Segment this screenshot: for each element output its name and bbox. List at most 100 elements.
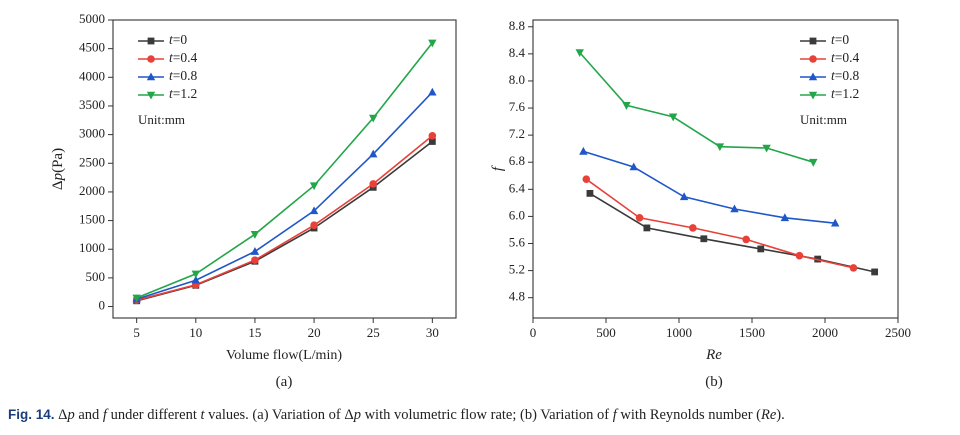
data-point-series-1 (689, 224, 697, 232)
y-tick-label: 6.0 (509, 207, 525, 222)
legend-label: t=1.2 (831, 86, 859, 101)
data-point-series-3 (132, 294, 141, 303)
data-point-series-2 (250, 247, 260, 255)
legend-marker (809, 37, 817, 45)
y-tick-label: 3500 (79, 97, 105, 112)
series-line-3 (136, 42, 433, 299)
x-tick-label: 2500 (885, 325, 911, 340)
x-tick-label: 2000 (812, 325, 838, 340)
legend-label: t=0.4 (831, 50, 860, 65)
data-point-series-2 (191, 275, 200, 284)
data-point-series-0 (757, 245, 765, 253)
y-tick-label: 7.6 (509, 99, 526, 114)
series-line-2 (136, 91, 433, 300)
y-tick-label: 1000 (79, 240, 105, 255)
data-point-series-2 (309, 206, 319, 215)
x-tick-label: 10 (189, 325, 202, 340)
data-point-series-2 (629, 162, 638, 171)
y-tick-label: 2000 (79, 183, 105, 198)
panel-label: (b) (705, 374, 723, 390)
data-point-series-3 (809, 158, 818, 167)
y-tick-label: 4.8 (509, 289, 525, 304)
x-tick-label: 0 (530, 325, 537, 340)
caption-text: Δp and f under different t values. (a) V… (58, 407, 785, 423)
y-tick-label: 2500 (79, 154, 105, 169)
data-point-series-2 (428, 87, 437, 96)
y-tick-label: 0 (99, 298, 106, 313)
data-point-series-0 (586, 189, 594, 197)
data-point-series-3 (668, 113, 678, 122)
x-tick-label: 15 (248, 325, 261, 340)
data-point-series-3 (622, 102, 631, 110)
y-tick-label: 6.4 (509, 180, 526, 195)
data-point-series-1 (795, 251, 804, 260)
legend-label: t=1.2 (169, 86, 197, 101)
legend-label: t=0 (169, 32, 187, 47)
data-point-series-3 (191, 270, 200, 279)
data-point-series-1 (310, 221, 318, 229)
data-point-series-0 (428, 138, 436, 145)
legend-marker (146, 72, 156, 81)
x-tick-label: 30 (426, 325, 439, 340)
data-point-series-1 (369, 180, 378, 188)
legend-label: t=0.8 (169, 68, 198, 83)
panel-label: (a) (276, 374, 293, 390)
y-tick-label: 5000 (79, 11, 105, 26)
x-tick-label: 500 (596, 325, 616, 340)
data-point-series-3 (369, 114, 378, 123)
series-line-1 (585, 178, 854, 269)
y-tick-label: 3000 (79, 126, 105, 141)
data-point-series-1 (742, 235, 750, 244)
data-point-series-0 (871, 268, 879, 276)
x-axis-label: Volume flow(L/min) (226, 348, 342, 363)
data-point-series-2 (730, 204, 739, 213)
data-point-series-3 (762, 144, 771, 153)
legend-label: t=0.4 (169, 50, 198, 65)
legend-marker (146, 91, 156, 100)
data-point-series-2 (780, 213, 790, 222)
y-tick-label: 6.8 (509, 153, 525, 168)
y-tick-label: 7.2 (509, 126, 525, 141)
figure: 5 10 15 20 25 30 0 500 1000 1500 2000 2500 3000 3500 4… (50, 11, 911, 390)
y-tick-label: 4500 (79, 40, 105, 55)
y-tick-label: 8.0 (509, 72, 525, 87)
legend-label: t=0 (831, 32, 849, 47)
y-tick-label: 8.4 (509, 45, 526, 60)
y-tick-label: 4000 (79, 68, 105, 83)
data-point-series-1 (428, 131, 437, 140)
series-line-3 (579, 51, 814, 163)
series-line-1 (136, 135, 433, 301)
x-tick-label: 20 (308, 325, 321, 340)
data-point-series-1 (635, 213, 644, 222)
chart-panel-b: 0 500 1000 1500 2000 2500 4.8 5.2 5.6 6.0 6.4 6.8 7.… (490, 18, 911, 390)
data-point-series-3 (428, 39, 437, 48)
data-point-series-3 (250, 231, 260, 239)
y-tick-label: 5.2 (509, 262, 525, 277)
legend-label: t=0.8 (831, 68, 860, 83)
x-tick-label: 1000 (666, 325, 692, 340)
data-point-series-0 (643, 224, 651, 232)
plot-frame (112, 19, 457, 319)
legend-marker (147, 55, 155, 63)
plot-frame (532, 19, 899, 319)
data-point-series-2 (679, 192, 689, 201)
y-tick-label: 500 (86, 269, 106, 284)
legend-marker (808, 72, 818, 81)
unit-note: Unit:mm (138, 112, 185, 127)
y-tick-label: 8.8 (509, 18, 525, 33)
x-tick-label: 25 (367, 325, 380, 340)
figure-caption: Fig. 14. Δp and f under different t valu… (8, 407, 958, 424)
data-point-series-1 (251, 256, 259, 264)
legend-marker (147, 37, 155, 45)
legend-marker (808, 91, 818, 100)
data-point-series-3 (309, 182, 319, 191)
data-point-series-1 (849, 264, 858, 272)
data-point-series-2 (579, 146, 588, 155)
series-line-0 (589, 192, 875, 273)
y-tick-label: 1500 (79, 212, 105, 227)
data-point-series-0 (700, 235, 708, 243)
y-axis-label: Δp(Pa) (50, 148, 66, 190)
x-tick-label: 1500 (739, 325, 765, 340)
series-line-0 (136, 140, 433, 302)
data-point-series-3 (715, 143, 725, 152)
